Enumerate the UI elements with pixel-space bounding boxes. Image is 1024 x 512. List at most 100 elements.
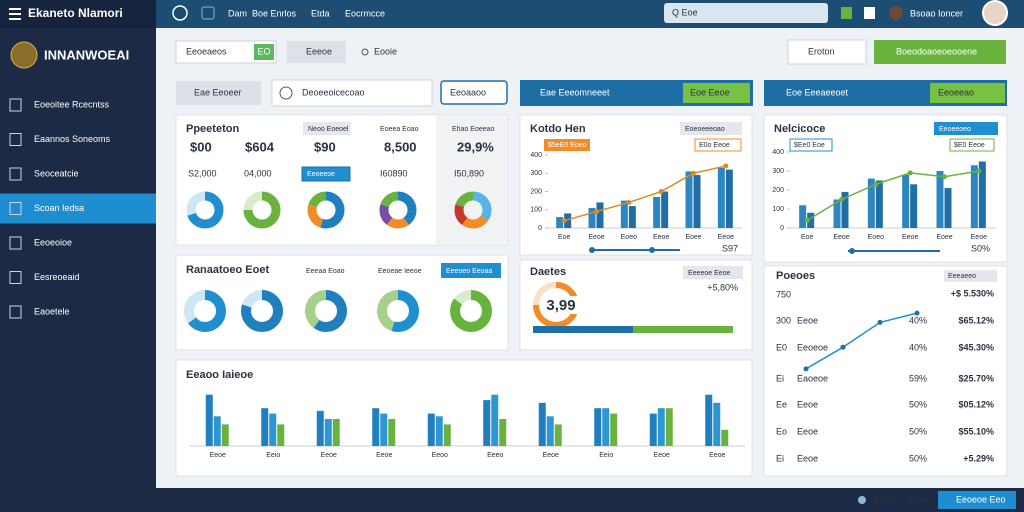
select-text: Eeoaaoo: [450, 87, 486, 97]
menu-icon: [9, 236, 22, 250]
card-footer: S97: [722, 243, 738, 253]
chip[interactable]: [441, 263, 501, 278]
chip[interactable]: [301, 166, 351, 182]
bar: [936, 171, 944, 228]
bar: [657, 408, 665, 446]
progress: [633, 326, 733, 333]
menu-item[interactable]: Eoeoitee Rcecntss: [34, 99, 110, 109]
card: [763, 265, 1008, 477]
app-icon[interactable]: [201, 6, 215, 20]
footer-link[interactable]: Eeae: [908, 494, 929, 504]
slider-handle[interactable]: [589, 247, 595, 253]
nav-item[interactable]: Dam: [228, 8, 247, 18]
search-link[interactable]: Eooie: [374, 46, 397, 56]
action-button[interactable]: [874, 40, 1006, 64]
menu-item[interactable]: Eaannos Soneoms: [34, 134, 111, 144]
search-box[interactable]: [664, 3, 828, 23]
bar: [588, 207, 596, 228]
line: [563, 165, 726, 222]
bar: [499, 419, 507, 446]
bar: [807, 212, 815, 228]
menu-item[interactable]: Scoan Iedsa: [34, 203, 84, 213]
select[interactable]: [787, 39, 867, 65]
x-tick-label: Eeoe: [543, 452, 559, 459]
bar: [269, 413, 277, 446]
status-icon[interactable]: [841, 7, 852, 19]
x-tick-label: Eeoe: [833, 234, 849, 241]
bar: [277, 424, 285, 446]
clock-icon[interactable]: [172, 5, 188, 21]
slider-handle[interactable]: [849, 248, 855, 254]
chip[interactable]: [683, 266, 743, 279]
y-tick-label: 200: [772, 187, 784, 194]
action-text: Boeodoaoeoeooene: [896, 46, 977, 56]
field-text: Deoeeoicecoao: [302, 87, 365, 97]
chip[interactable]: [934, 122, 998, 135]
user-name[interactable]: Bsoao Ioncer: [910, 8, 963, 18]
bar: [713, 402, 721, 446]
stat-value: 8,500: [384, 139, 417, 154]
input-text: Eeoeaeos: [186, 46, 227, 56]
button[interactable]: [254, 44, 274, 60]
line-point: [976, 168, 982, 174]
tag[interactable]: [176, 81, 261, 105]
row-label: Eeoe: [797, 453, 818, 463]
tag: [694, 138, 742, 152]
menu-item[interactable]: Eaoetele: [34, 306, 70, 316]
bar: [380, 413, 388, 446]
menu-item[interactable]: Eesreoeaid: [34, 272, 80, 282]
bar: [685, 171, 693, 228]
stat-value: $90: [314, 139, 336, 154]
bar: [324, 419, 332, 446]
donut-segment: [450, 290, 492, 332]
y-tick-label: 100: [530, 207, 542, 214]
select[interactable]: [440, 80, 508, 105]
card-title: Daetes: [530, 266, 566, 278]
menu-icon: [9, 167, 22, 181]
menu-icon[interactable]: [9, 8, 21, 10]
x-tick-label: Eeoo: [432, 452, 448, 459]
y-tick-label: 400: [530, 152, 542, 159]
section-button[interactable]: [683, 83, 750, 103]
menu-item[interactable]: Seoceatcie: [34, 168, 79, 178]
section-button[interactable]: [930, 83, 1005, 103]
line-point: [626, 199, 632, 205]
x-tick-label: Eeoe: [718, 234, 734, 241]
nav-item[interactable]: Boe Enrlos: [252, 8, 297, 18]
chip[interactable]: [944, 270, 997, 282]
row-key: 750: [776, 289, 791, 299]
x-tick-label: Eeoe: [653, 234, 669, 241]
menu-item[interactable]: Eeoeoioe: [34, 237, 72, 247]
slider-handle[interactable]: [649, 247, 655, 253]
x-tick-label: Eoee: [936, 234, 952, 241]
input[interactable]: [175, 40, 277, 64]
nav-item[interactable]: Eocrmcce: [345, 8, 385, 18]
nav-item[interactable]: Etda: [311, 8, 330, 18]
notify-icon[interactable]: [864, 7, 875, 19]
avatar-small[interactable]: [889, 6, 903, 20]
bar: [388, 419, 396, 446]
bar: [221, 424, 229, 446]
filter-text: Eeeoe: [306, 46, 332, 56]
donut-segment: [454, 191, 492, 229]
filter-button[interactable]: [287, 41, 346, 63]
field[interactable]: [271, 79, 433, 107]
chip[interactable]: [303, 122, 351, 135]
stat-sub: 04,000: [244, 168, 272, 178]
y-tick-label: 300: [530, 170, 542, 177]
footer-link[interactable]: Eoeo: [874, 494, 895, 504]
footer-button[interactable]: [938, 491, 1016, 509]
donut-segment: [186, 191, 224, 229]
bar: [610, 413, 618, 446]
chip[interactable]: [680, 122, 742, 135]
avatar[interactable]: [982, 0, 1008, 26]
bar: [665, 408, 673, 446]
x-tick-label: Eoee: [685, 234, 701, 241]
chip-text: Eeeaeeo: [948, 273, 976, 280]
bar: [596, 202, 604, 228]
bar: [205, 394, 213, 446]
sidebar: [0, 28, 156, 512]
bar: [435, 416, 443, 446]
x-tick-label: Eeio: [266, 452, 280, 459]
tag-text: $E0 Eeoe: [954, 142, 985, 149]
